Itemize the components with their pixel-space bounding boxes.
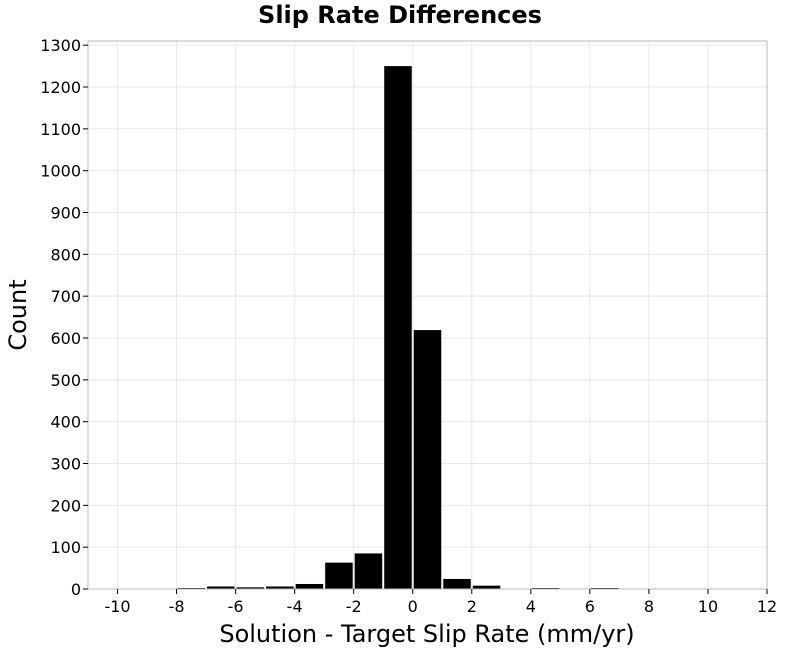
histogram-bar xyxy=(472,585,501,589)
x-tick-label: 8 xyxy=(644,597,654,616)
x-tick-label: 12 xyxy=(757,597,777,616)
y-tick-label: 500 xyxy=(50,371,81,390)
y-tick-label: 400 xyxy=(50,413,81,432)
y-tick-label: 1000 xyxy=(40,162,81,181)
y-tick-label: 100 xyxy=(50,538,81,557)
x-tick-label: -8 xyxy=(169,597,185,616)
y-axis: 0 100 200 300 400 500 600 700 800 900 1000 1100 1200… xyxy=(40,36,88,599)
histogram-bar xyxy=(207,586,235,589)
x-tick-label: -6 xyxy=(228,597,244,616)
y-tick-label: 1300 xyxy=(40,36,81,55)
y-tick-label: 0 xyxy=(71,580,81,599)
x-axis: -10 -8 -6 -4 -2 0 2 4 6 8 10 12 xyxy=(104,589,777,616)
histogram-bar xyxy=(236,587,265,589)
bars xyxy=(177,66,619,589)
x-axis-label: Solution - Target Slip Rate (mm/yr) xyxy=(219,620,634,648)
y-tick-label: 1200 xyxy=(40,78,81,97)
chart-title: Slip Rate Differences xyxy=(258,1,542,29)
histogram-bar xyxy=(325,562,353,589)
y-tick-label: 200 xyxy=(50,496,81,515)
x-tick-label: 6 xyxy=(585,597,595,616)
histogram-bar xyxy=(266,586,294,589)
y-tick-label: 600 xyxy=(50,329,81,348)
x-tick-label: -2 xyxy=(346,597,362,616)
y-axis-label: Count xyxy=(4,279,32,350)
y-tick-label: 800 xyxy=(50,245,81,264)
y-tick-label: 1100 xyxy=(40,120,81,139)
x-tick-label: 10 xyxy=(698,597,718,616)
histogram-bar xyxy=(295,583,324,589)
x-tick-label: 4 xyxy=(526,597,536,616)
x-tick-label: 0 xyxy=(408,597,418,616)
x-tick-label: 2 xyxy=(467,597,477,616)
histogram-bar xyxy=(443,578,471,589)
histogram-bar xyxy=(413,330,442,589)
histogram-bar xyxy=(384,66,412,589)
x-tick-label: -10 xyxy=(104,597,130,616)
x-tick-label: -4 xyxy=(287,597,303,616)
y-tick-label: 700 xyxy=(50,287,81,306)
histogram-bar xyxy=(354,553,383,589)
y-tick-label: 300 xyxy=(50,455,81,474)
plot-frame xyxy=(87,40,768,590)
y-tick-label: 900 xyxy=(50,204,81,223)
